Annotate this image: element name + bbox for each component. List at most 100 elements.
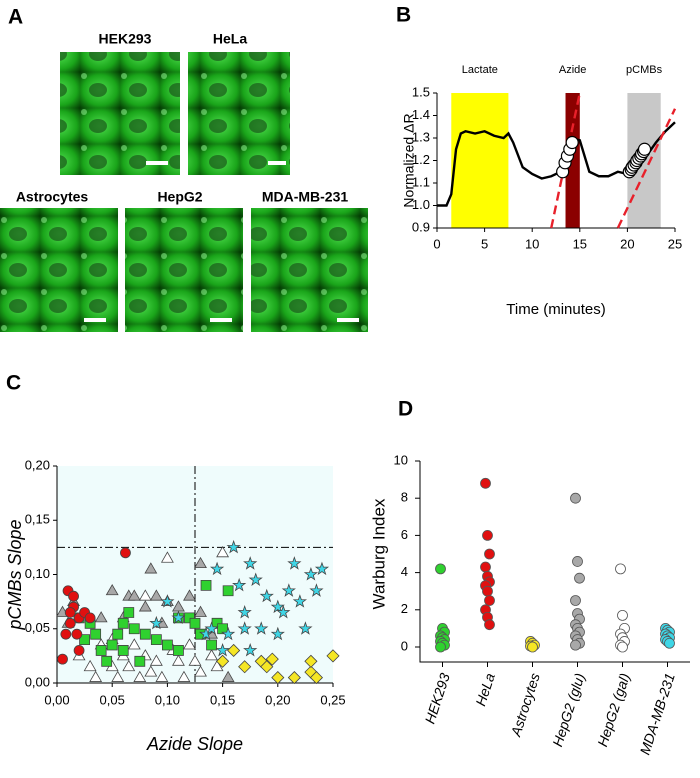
micrograph [251,208,368,332]
image-label: HepG2 [157,189,202,205]
y-tick-label: 0 [401,638,408,653]
x-tick-label: HepG2 (gal) [594,671,633,748]
panel-label: B [396,4,411,27]
y-tick-label: 0,00 [25,674,50,689]
point [237,621,252,635]
point [90,628,102,640]
point [64,617,76,629]
point [177,670,191,682]
x-tick-label: 0,15 [210,692,235,707]
x-axis-label: Azide Slope [146,734,243,754]
point [570,595,581,606]
y-axis-label: Warburg Index [369,498,388,609]
point [111,670,125,682]
x-tick-label: 20 [620,236,634,251]
point [270,626,285,641]
point [271,671,285,685]
region-label: pCMBs [626,64,663,76]
point [209,561,225,576]
y-tick-label: 1.0 [412,197,430,212]
panel-label: A [8,6,23,29]
point [243,556,258,570]
fit-line [616,108,677,229]
point [227,643,241,658]
x-tick-label: 0,10 [155,692,180,707]
point [484,548,495,560]
point [664,637,675,649]
point [171,654,185,666]
point [194,665,207,677]
micrograph [188,52,290,175]
point [144,665,158,677]
point [484,619,495,631]
y-tick-label: 1.5 [412,84,430,99]
point [309,583,324,597]
x-tick-label: HepG2 (glu) [549,671,588,748]
point [161,639,173,651]
point [314,561,330,576]
point [84,612,96,624]
point [138,600,152,612]
x-tick-label: 0,25 [320,692,345,707]
point [304,654,318,668]
point [482,585,493,597]
point [106,639,118,651]
point [139,628,151,640]
x-tick-label: 5 [481,236,488,251]
point [95,645,107,656]
point [194,605,207,617]
point [243,642,258,657]
point [79,634,90,645]
point [94,611,108,623]
point [480,477,491,489]
x-tick-label: MDA-MB-231 [636,671,677,757]
x-axis-label: Time (minutes) [506,301,605,318]
image-label: HeLa [213,31,247,47]
point [117,617,129,629]
x-tick-label: 0,20 [265,692,290,707]
y-tick-label: 1.2 [412,152,430,167]
point [574,572,585,584]
point [637,142,652,156]
point [200,579,212,591]
point [160,551,174,563]
point [149,589,163,601]
y-tick-label: 8 [401,490,408,505]
point [194,556,207,569]
point [204,621,219,635]
point [183,638,196,650]
point [101,655,113,667]
y-tick-label: 4 [401,564,408,579]
y-tick-label: 0,05 [25,620,50,635]
point [482,530,493,541]
point [73,645,85,656]
point [123,607,135,618]
point [298,621,313,635]
x-tick-label: 25 [668,236,682,251]
point [173,645,184,656]
point [480,561,491,573]
micrograph [60,52,180,175]
point [237,605,252,619]
point [117,645,129,656]
y-tick-label: 1.4 [412,107,430,122]
y-axis-label: Normalized ΔR [401,113,417,207]
micrograph [125,208,243,332]
micrographs: HEK293 HeLa Astrocytes HepG2 MDA-MB-231 [0,31,368,332]
image-label: HEK293 [99,31,152,47]
point [64,607,76,618]
region-label: Lactate [462,64,498,76]
y-tick-label: 0,10 [25,566,50,581]
panel-label: D [398,398,413,421]
panel-label: C [6,372,21,395]
point [122,659,136,672]
point [260,660,274,674]
point [134,655,146,667]
point [215,642,230,657]
point [189,617,201,629]
point [287,556,302,570]
y-tick-label: 2 [401,601,408,616]
point [68,590,79,602]
point [149,615,164,630]
